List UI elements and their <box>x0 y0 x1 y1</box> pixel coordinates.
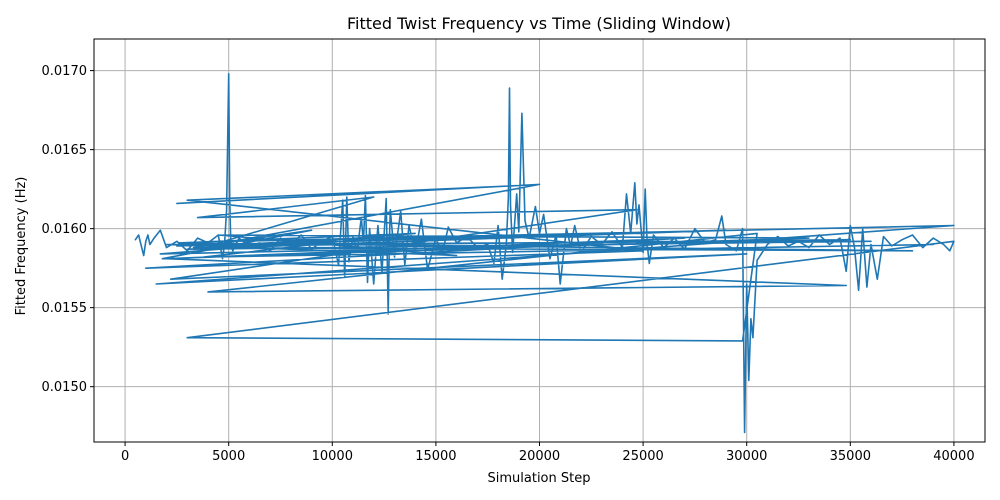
y-tick-label: 0.0170 <box>42 64 88 79</box>
y-tick-label: 0.0155 <box>42 301 88 316</box>
x-tick-label: 20000 <box>519 449 560 464</box>
x-tick-label: 15000 <box>415 449 456 464</box>
x-tick-label: 35000 <box>830 449 871 464</box>
x-tick-label: 10000 <box>312 449 353 464</box>
x-tick-label: 40000 <box>933 449 974 464</box>
x-tick-label: 25000 <box>622 449 663 464</box>
y-axis-ticks: 0.0150 0.0155 0.0160 0.0165 0.0170 <box>42 64 94 395</box>
chart-title: Fitted Twist Frequency vs Time (Sliding … <box>347 14 731 33</box>
x-axis-label: Simulation Step <box>488 471 591 486</box>
y-tick-label: 0.0165 <box>42 143 88 158</box>
x-tick-label: 5000 <box>212 449 245 464</box>
series-layer <box>134 73 955 434</box>
series-line <box>134 73 955 434</box>
x-axis-ticks: 0 5000 10000 15000 20000 25000 30000 35000 40000 <box>121 442 975 464</box>
y-axis-label: Fitted Frequency (Hz) <box>14 177 29 316</box>
x-tick-label: 0 <box>121 449 129 464</box>
y-tick-label: 0.0150 <box>42 380 88 395</box>
y-tick-label: 0.0160 <box>42 222 88 237</box>
x-tick-label: 30000 <box>726 449 767 464</box>
